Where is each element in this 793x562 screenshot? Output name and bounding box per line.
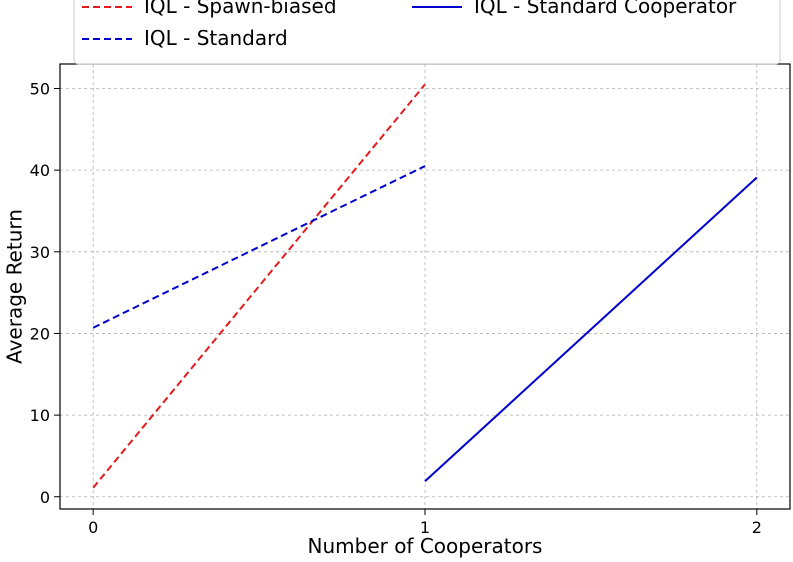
- legend-entry: IQL - Spawn-biased: [82, 0, 337, 18]
- x-tick-label: 1: [420, 518, 430, 537]
- legend-entry: IQL - Standard Cooperator: [412, 0, 737, 18]
- grid: [60, 64, 790, 509]
- legend-label: IQL - Standard: [144, 26, 288, 50]
- y-axis-label: Average Return: [3, 209, 27, 364]
- x-tick-label: 0: [88, 518, 98, 537]
- series-line-1: [92, 165, 426, 329]
- legend: IQL - Spawn-biased IQL - Standard IQL - St…: [73, 0, 781, 65]
- y-tick-label: 30: [30, 243, 50, 262]
- y-tick-label: 10: [30, 406, 50, 425]
- legend-items: IQL - Spawn-biased IQL - Standard IQL - St…: [82, 0, 737, 50]
- series-line-0: [92, 83, 426, 489]
- x-tick-label: 2: [752, 518, 762, 537]
- legend-entry: IQL - Standard: [82, 26, 288, 50]
- series-line-2: [424, 176, 758, 482]
- y-tick-label: 20: [30, 324, 50, 343]
- y-tick-label: 0: [40, 488, 50, 507]
- legend-box: [73, 0, 781, 65]
- series-lines: [92, 83, 758, 489]
- y-tick-label: 50: [30, 79, 50, 98]
- x-axis-label: Number of Cooperators: [308, 534, 543, 558]
- legend-label: IQL - Spawn-biased: [144, 0, 337, 18]
- legend-label: IQL - Standard Cooperator: [474, 0, 737, 18]
- y-tick-label: 40: [30, 161, 50, 180]
